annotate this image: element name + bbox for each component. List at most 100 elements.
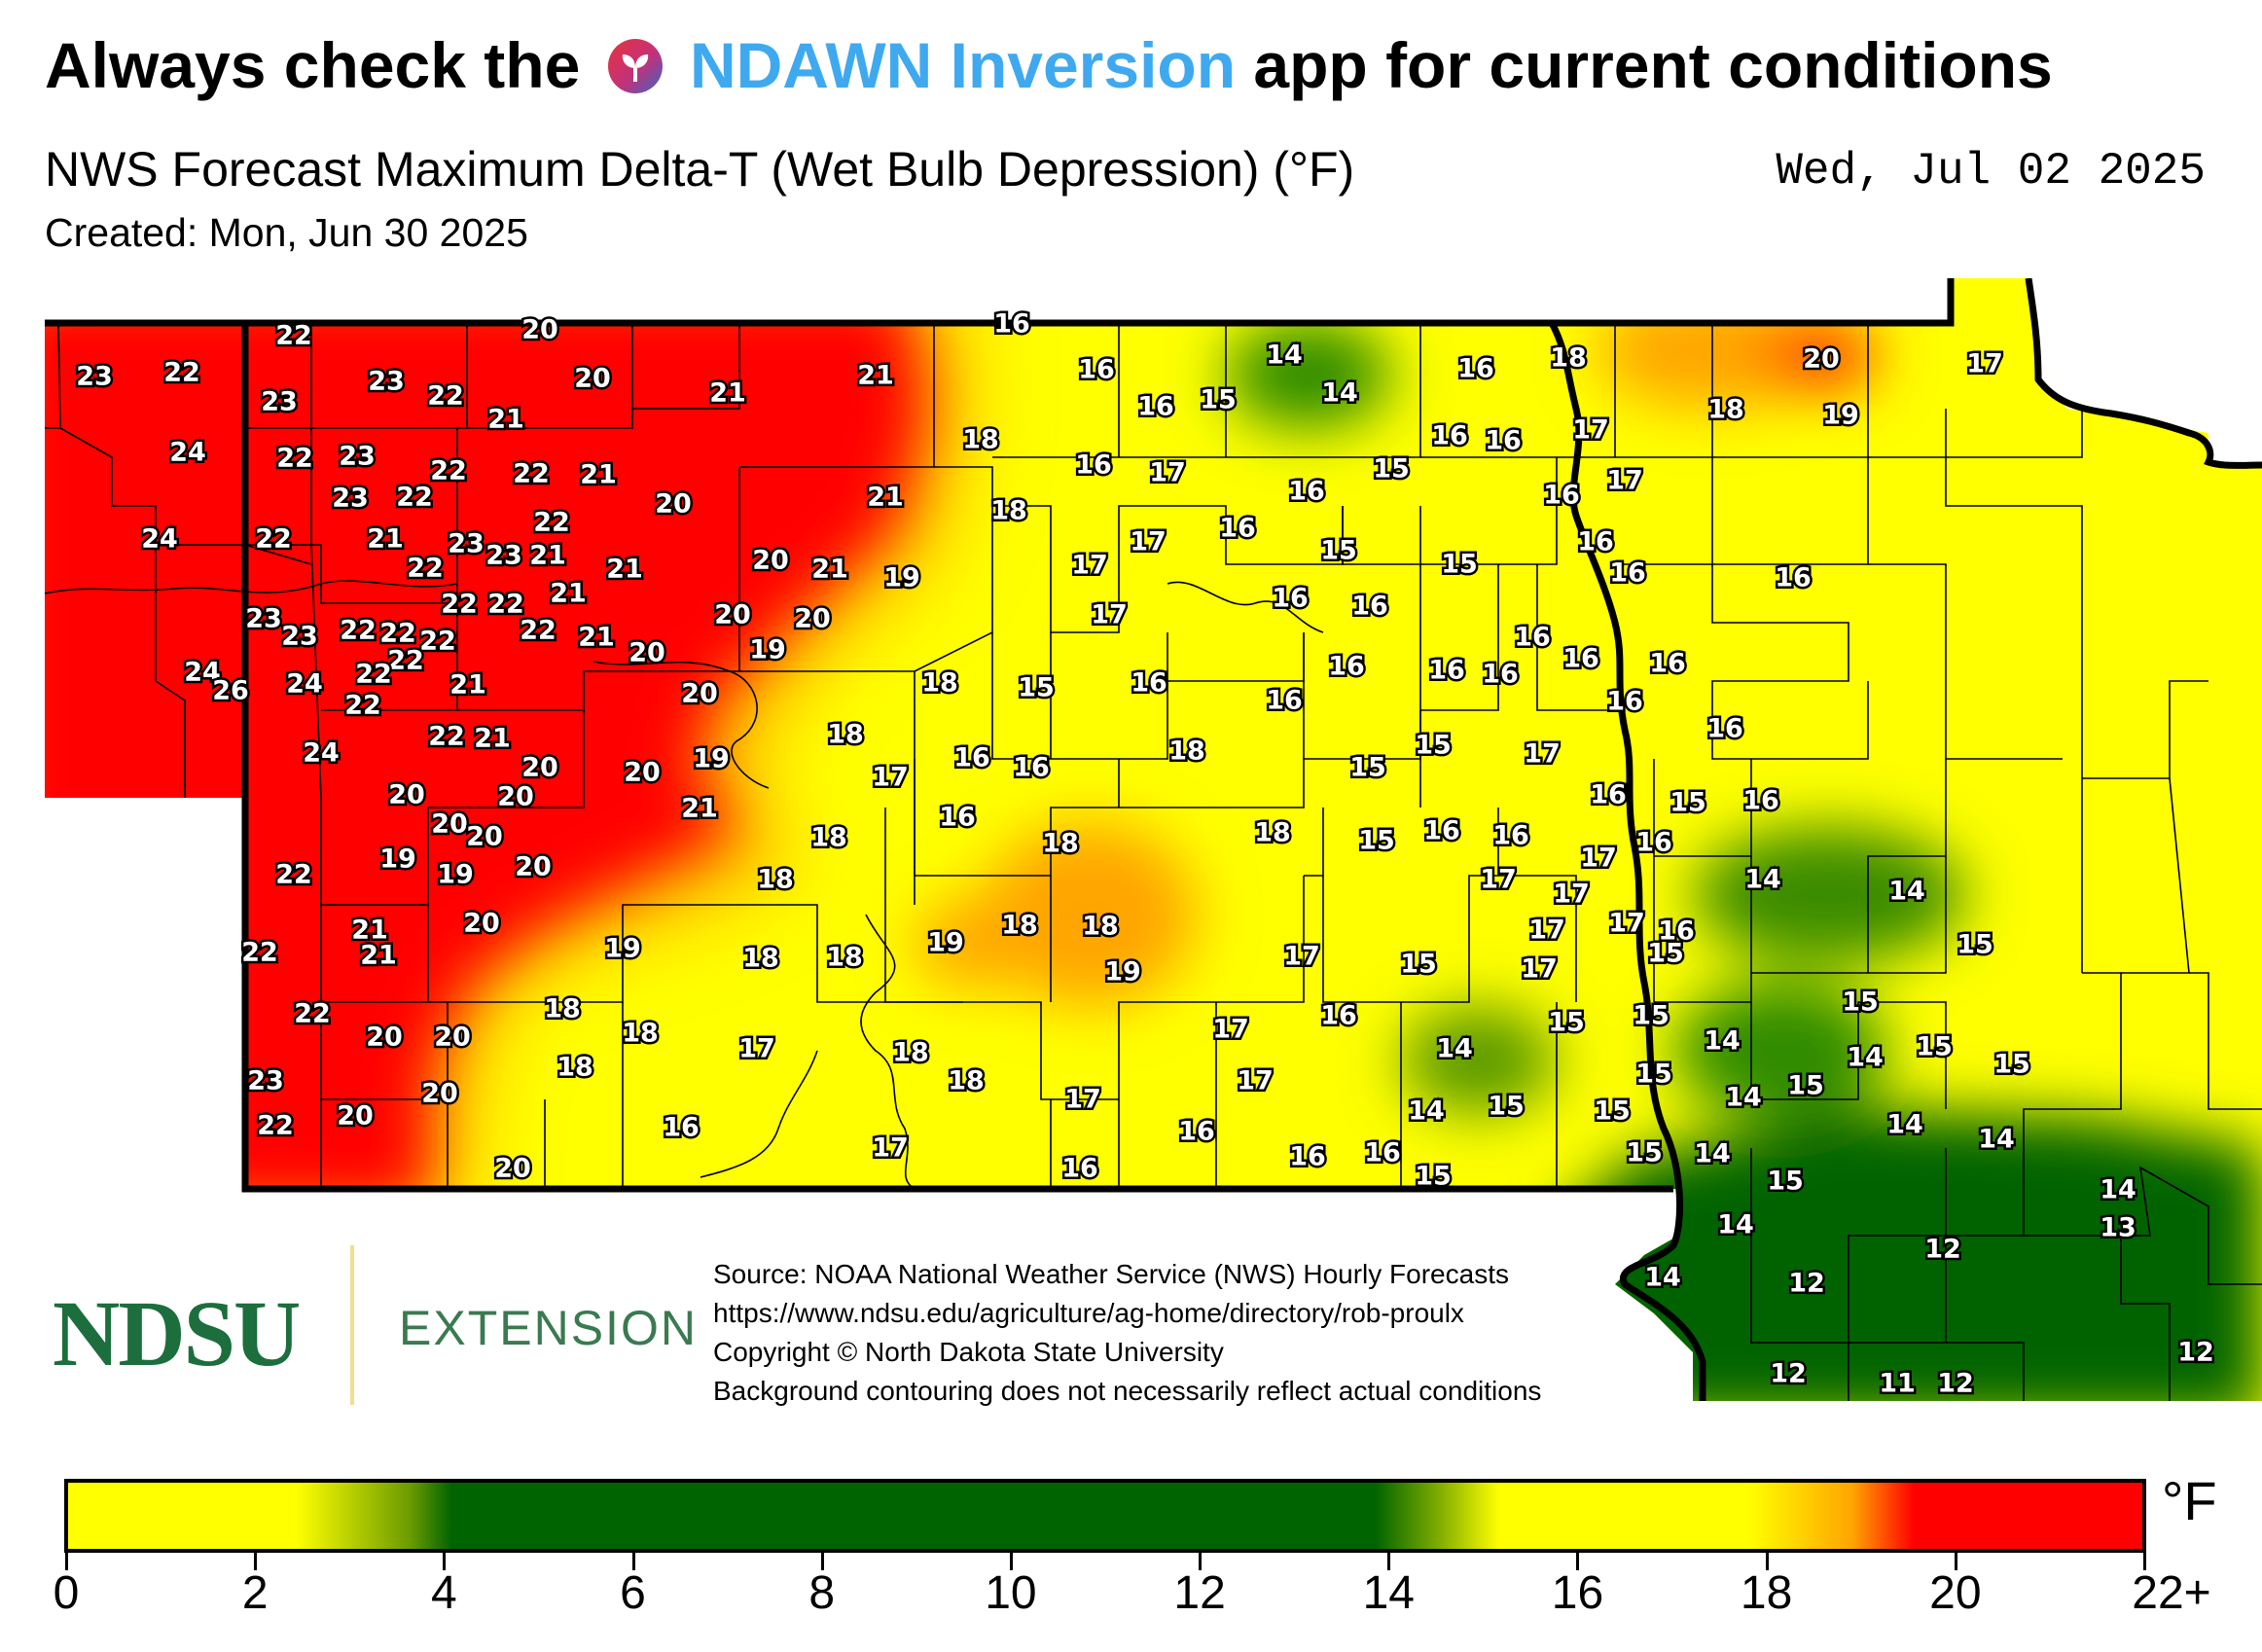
station-value: 20 (466, 822, 503, 852)
station-value: 19 (883, 563, 920, 593)
station-value: 22 (379, 619, 416, 649)
station-value: 14 (1978, 1125, 2015, 1155)
station-value: 20 (628, 638, 665, 668)
legend-tick (820, 1553, 824, 1570)
station-value: 16 (953, 743, 990, 773)
station-value: 15 (1670, 788, 1706, 818)
source-line: Source: NOAA National Weather Service (N… (713, 1259, 1509, 1289)
legend-tick-label: 0 (53, 1567, 80, 1619)
legend-tick (1199, 1553, 1203, 1570)
legend-tick-label: 10 (985, 1567, 1037, 1619)
station-value: 22 (441, 590, 478, 620)
station-value: 16 (1742, 786, 1779, 816)
station-value: 15 (1767, 1167, 1804, 1197)
legend-tick-label: 20 (1929, 1567, 1982, 1619)
station-value: 18 (962, 425, 999, 455)
station-value: 18 (622, 1019, 659, 1049)
map-subtitle: NWS Forecast Maximum Delta-T (Wet Bulb D… (45, 142, 1355, 197)
station-value: 16 (993, 309, 1030, 340)
legend-tick (1765, 1553, 1769, 1570)
station-value: 22 (430, 456, 467, 486)
station-value: 16 (1482, 660, 1519, 690)
station-value: 17 (1521, 954, 1558, 985)
station-value: 23 (261, 387, 298, 417)
station-value: 14 (2100, 1175, 2136, 1205)
station-value: 22 (419, 627, 456, 657)
station-value: 23 (76, 362, 113, 392)
station-value: 21 (550, 579, 587, 609)
station-value: 15 (1957, 930, 1993, 960)
station-value: 15 (1635, 1059, 1672, 1090)
station-value: 22 (275, 321, 312, 351)
legend-tick-label: 12 (1173, 1567, 1226, 1619)
station-value: 16 (1492, 821, 1529, 851)
station-value: 17 (1606, 466, 1643, 496)
headline-tail: app for current conditions (1253, 29, 2053, 101)
legend-tick-label: 4 (431, 1567, 457, 1619)
source-notes: Source: NOAA National Weather Service (N… (713, 1255, 1541, 1411)
station-value: 23 (339, 442, 376, 472)
station-value: 20 (388, 780, 425, 810)
station-value: 17 (1580, 844, 1617, 874)
station-value: 15 (1320, 536, 1357, 566)
station-value: 20 (431, 809, 468, 840)
station-value: 22 (396, 483, 433, 513)
station-value: 18 (742, 944, 779, 974)
station-value: 21 (529, 541, 566, 571)
station-value: 20 (421, 1079, 458, 1109)
station-value: 21 (681, 794, 718, 824)
station-value: 21 (580, 460, 617, 490)
station-value: 20 (337, 1101, 374, 1131)
station-value: 15 (1633, 1001, 1670, 1031)
legend-tick (65, 1553, 68, 1570)
station-value: 14 (1725, 1083, 1762, 1113)
station-value: 16 (1428, 656, 1465, 686)
station-value: 24 (169, 438, 206, 468)
station-value: 19 (693, 744, 730, 774)
station-value: 15 (1993, 1050, 2030, 1080)
station-value: 22 (163, 358, 200, 388)
station-value: 17 (1480, 865, 1517, 895)
extension-wordmark: EXTENSION (399, 1301, 698, 1355)
station-value: 21 (867, 483, 904, 513)
station-value: 16 (1706, 714, 1743, 744)
station-value: 24 (141, 524, 178, 555)
station-value: 17 (1283, 942, 1320, 972)
legend-tick-label: 16 (1551, 1567, 1604, 1619)
station-value: 13 (2100, 1213, 2136, 1243)
station-value: 19 (437, 860, 474, 890)
station-value: 17 (1091, 600, 1128, 630)
station-value: 14 (1408, 1096, 1445, 1127)
station-value: 22 (257, 1111, 294, 1141)
station-value: 20 (434, 1023, 471, 1053)
station-value: 20 (366, 1023, 403, 1053)
station-value: 22 (428, 722, 465, 752)
station-value: 16 (1364, 1138, 1401, 1168)
station-value: 18 (1001, 911, 1038, 941)
station-value: 18 (757, 865, 794, 895)
legend-unit: °F (2162, 1470, 2217, 1531)
station-value: 20 (1803, 344, 1840, 375)
station-value: 12 (2177, 1338, 2214, 1368)
station-value: 15 (1594, 1096, 1631, 1127)
headline-lead: Always check the (45, 29, 581, 101)
disclaimer-line: Background contouring does not necessari… (713, 1376, 1542, 1406)
station-value: 15 (1415, 1162, 1452, 1192)
station-value: 16 (1606, 687, 1643, 717)
station-value: 18 (810, 823, 847, 853)
station-value: 18 (921, 668, 958, 699)
station-value: 15 (1349, 753, 1386, 783)
station-value: 22 (487, 590, 524, 620)
station-value: 17 (1524, 739, 1561, 770)
station-value: 15 (1488, 1092, 1525, 1122)
station-value: 22 (294, 999, 331, 1029)
legend-tick-label: 14 (1362, 1567, 1415, 1619)
station-value: 15 (1842, 988, 1879, 1018)
station-value: 18 (1168, 736, 1205, 767)
legend-tick (254, 1553, 258, 1570)
station-value: 19 (604, 934, 641, 964)
station-value: 20 (714, 600, 751, 630)
station-value: 14 (1888, 877, 1925, 907)
legend-tick-label: 8 (808, 1567, 836, 1619)
station-value: 16 (1658, 916, 1695, 947)
